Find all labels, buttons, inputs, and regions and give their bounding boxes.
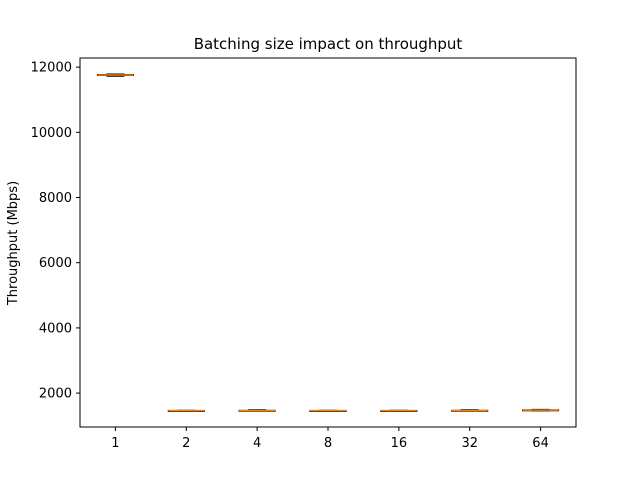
- y-axis-title: Throughput (Mbps): [6, 181, 21, 306]
- y-tick-label: 4000: [39, 321, 72, 336]
- plot-area: 2000 4000 6000 8000 10000 12000 1 2 4 8 16 32 64: [31, 61, 560, 451]
- x-tick-label: 4: [253, 436, 261, 451]
- x-tick-label: 64: [532, 436, 549, 451]
- x-tick-label: 2: [182, 436, 190, 451]
- x-tick-label: 1: [111, 436, 119, 451]
- y-tick-label: 12000: [31, 61, 72, 76]
- x-tick-label: 8: [324, 436, 332, 451]
- y-tick-label: 10000: [31, 126, 72, 141]
- chart-title: Batching size impact on throughput: [194, 35, 463, 53]
- x-tick-label: 16: [391, 436, 408, 451]
- x-tick-label: 32: [461, 436, 478, 451]
- y-tick-label: 2000: [39, 387, 72, 402]
- plot-frame: [79, 57, 577, 428]
- y-tick-label: 6000: [39, 256, 72, 271]
- y-tick-label: 8000: [39, 191, 72, 206]
